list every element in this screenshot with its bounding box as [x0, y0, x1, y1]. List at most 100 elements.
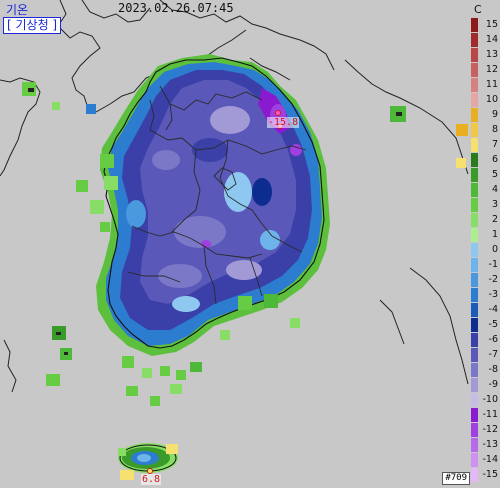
legend-value: 7 [491, 139, 498, 150]
legend-row: -14 [471, 453, 498, 467]
legend-value: -10 [482, 394, 498, 405]
legend-swatch [471, 378, 478, 392]
legend-row: -5 [471, 318, 498, 332]
legend-value: -14 [482, 454, 498, 465]
max-temperature-label: 6.8 [141, 474, 162, 485]
legend-row: 13 [471, 48, 498, 62]
legend-swatch [471, 363, 478, 377]
legend-value: 10 [485, 94, 498, 105]
legend-value: -2 [488, 274, 498, 285]
legend-row: -15 [471, 468, 498, 482]
station-badge: #709 [442, 472, 470, 485]
legend-row: -1 [471, 258, 498, 272]
legend-swatch [471, 303, 478, 317]
legend-row: 2 [471, 213, 498, 227]
legend-value: -12 [482, 424, 498, 435]
map-title: 기온 [6, 3, 29, 17]
legend-value: -5 [488, 319, 498, 330]
legend-value: -6 [488, 334, 498, 345]
legend-row: -4 [471, 303, 498, 317]
legend-row: 1 [471, 228, 498, 242]
legend-row: 8 [471, 123, 498, 137]
legend-row: -6 [471, 333, 498, 347]
legend-swatch [471, 78, 478, 92]
legend-value: 15 [485, 19, 498, 30]
jeju-island [118, 443, 178, 480]
temperature-legend: 15 14 13 12 11 10 9 8 7 6 5 4 3 2 1 0 -1 -2 -3 -4 -5 -6 -7 -8 -9… [471, 18, 498, 484]
legend-row: 11 [471, 78, 498, 92]
legend-value: 14 [485, 34, 498, 45]
legend-swatch [471, 393, 478, 407]
legend-value: -1 [488, 259, 498, 270]
legend-swatch [471, 198, 478, 212]
legend-swatch [471, 228, 478, 242]
province-boundaries [127, 85, 307, 305]
legend-value: 0 [491, 244, 498, 255]
min-temperature-label: -15.8 [267, 117, 300, 128]
legend-row: 4 [471, 183, 498, 197]
legend-row: 10 [471, 93, 498, 107]
legend-value: 9 [491, 109, 498, 120]
legend-value: 8 [491, 124, 498, 135]
legend-value: 13 [485, 49, 498, 60]
legend-swatch [471, 423, 478, 437]
legend-value: 4 [491, 184, 498, 195]
legend-swatch [471, 108, 478, 122]
legend-row: 0 [471, 243, 498, 257]
legend-swatch [471, 48, 478, 62]
min-marker [275, 110, 281, 116]
legend-swatch [471, 333, 478, 347]
legend-value: -9 [488, 379, 498, 390]
legend-row: -11 [471, 408, 498, 422]
legend-swatch [471, 318, 478, 332]
legend-row: -8 [471, 363, 498, 377]
legend-value: -15 [482, 469, 498, 480]
legend-swatch [471, 93, 478, 107]
legend-row: 15 [471, 18, 498, 32]
legend-value: 2 [491, 214, 498, 225]
legend-value: -3 [488, 289, 498, 300]
legend-row: 14 [471, 33, 498, 47]
legend-value: 12 [485, 64, 498, 75]
legend-swatch [471, 348, 478, 362]
max-marker [147, 468, 153, 474]
legend-swatch [471, 168, 478, 182]
legend-row: -12 [471, 423, 498, 437]
legend-swatch [471, 138, 478, 152]
legend-value: 1 [491, 229, 498, 240]
legend-row: 9 [471, 108, 498, 122]
legend-row: 6 [471, 153, 498, 167]
legend-swatch [471, 63, 478, 77]
legend-row: -13 [471, 438, 498, 452]
legend-swatch [471, 468, 478, 482]
island-stations [22, 82, 468, 406]
legend-swatch [471, 153, 478, 167]
agency-label: [ 기상청 ] [3, 17, 62, 34]
legend-swatch [471, 273, 478, 287]
legend-row: -7 [471, 348, 498, 362]
legend-swatch [471, 213, 478, 227]
legend-swatch [471, 123, 478, 137]
legend-swatch [471, 408, 478, 422]
legend-swatch [471, 438, 478, 452]
legend-value: -7 [488, 349, 498, 360]
legend-swatch [471, 18, 478, 32]
legend-swatch [471, 288, 478, 302]
timestamp: 2023.02.26.07:45 [118, 1, 234, 15]
legend-swatch [471, 243, 478, 257]
legend-row: 7 [471, 138, 498, 152]
legend-value: 6 [491, 154, 498, 165]
legend-row: 5 [471, 168, 498, 182]
unit-label: C [474, 3, 482, 16]
legend-row: -9 [471, 378, 498, 392]
legend-row: 3 [471, 198, 498, 212]
legend-value: 3 [491, 199, 498, 210]
legend-row: 12 [471, 63, 498, 77]
legend-swatch [471, 33, 478, 47]
legend-swatch [471, 453, 478, 467]
legend-row: -2 [471, 273, 498, 287]
legend-value: -13 [482, 439, 498, 450]
legend-row: -10 [471, 393, 498, 407]
legend-row: -3 [471, 288, 498, 302]
